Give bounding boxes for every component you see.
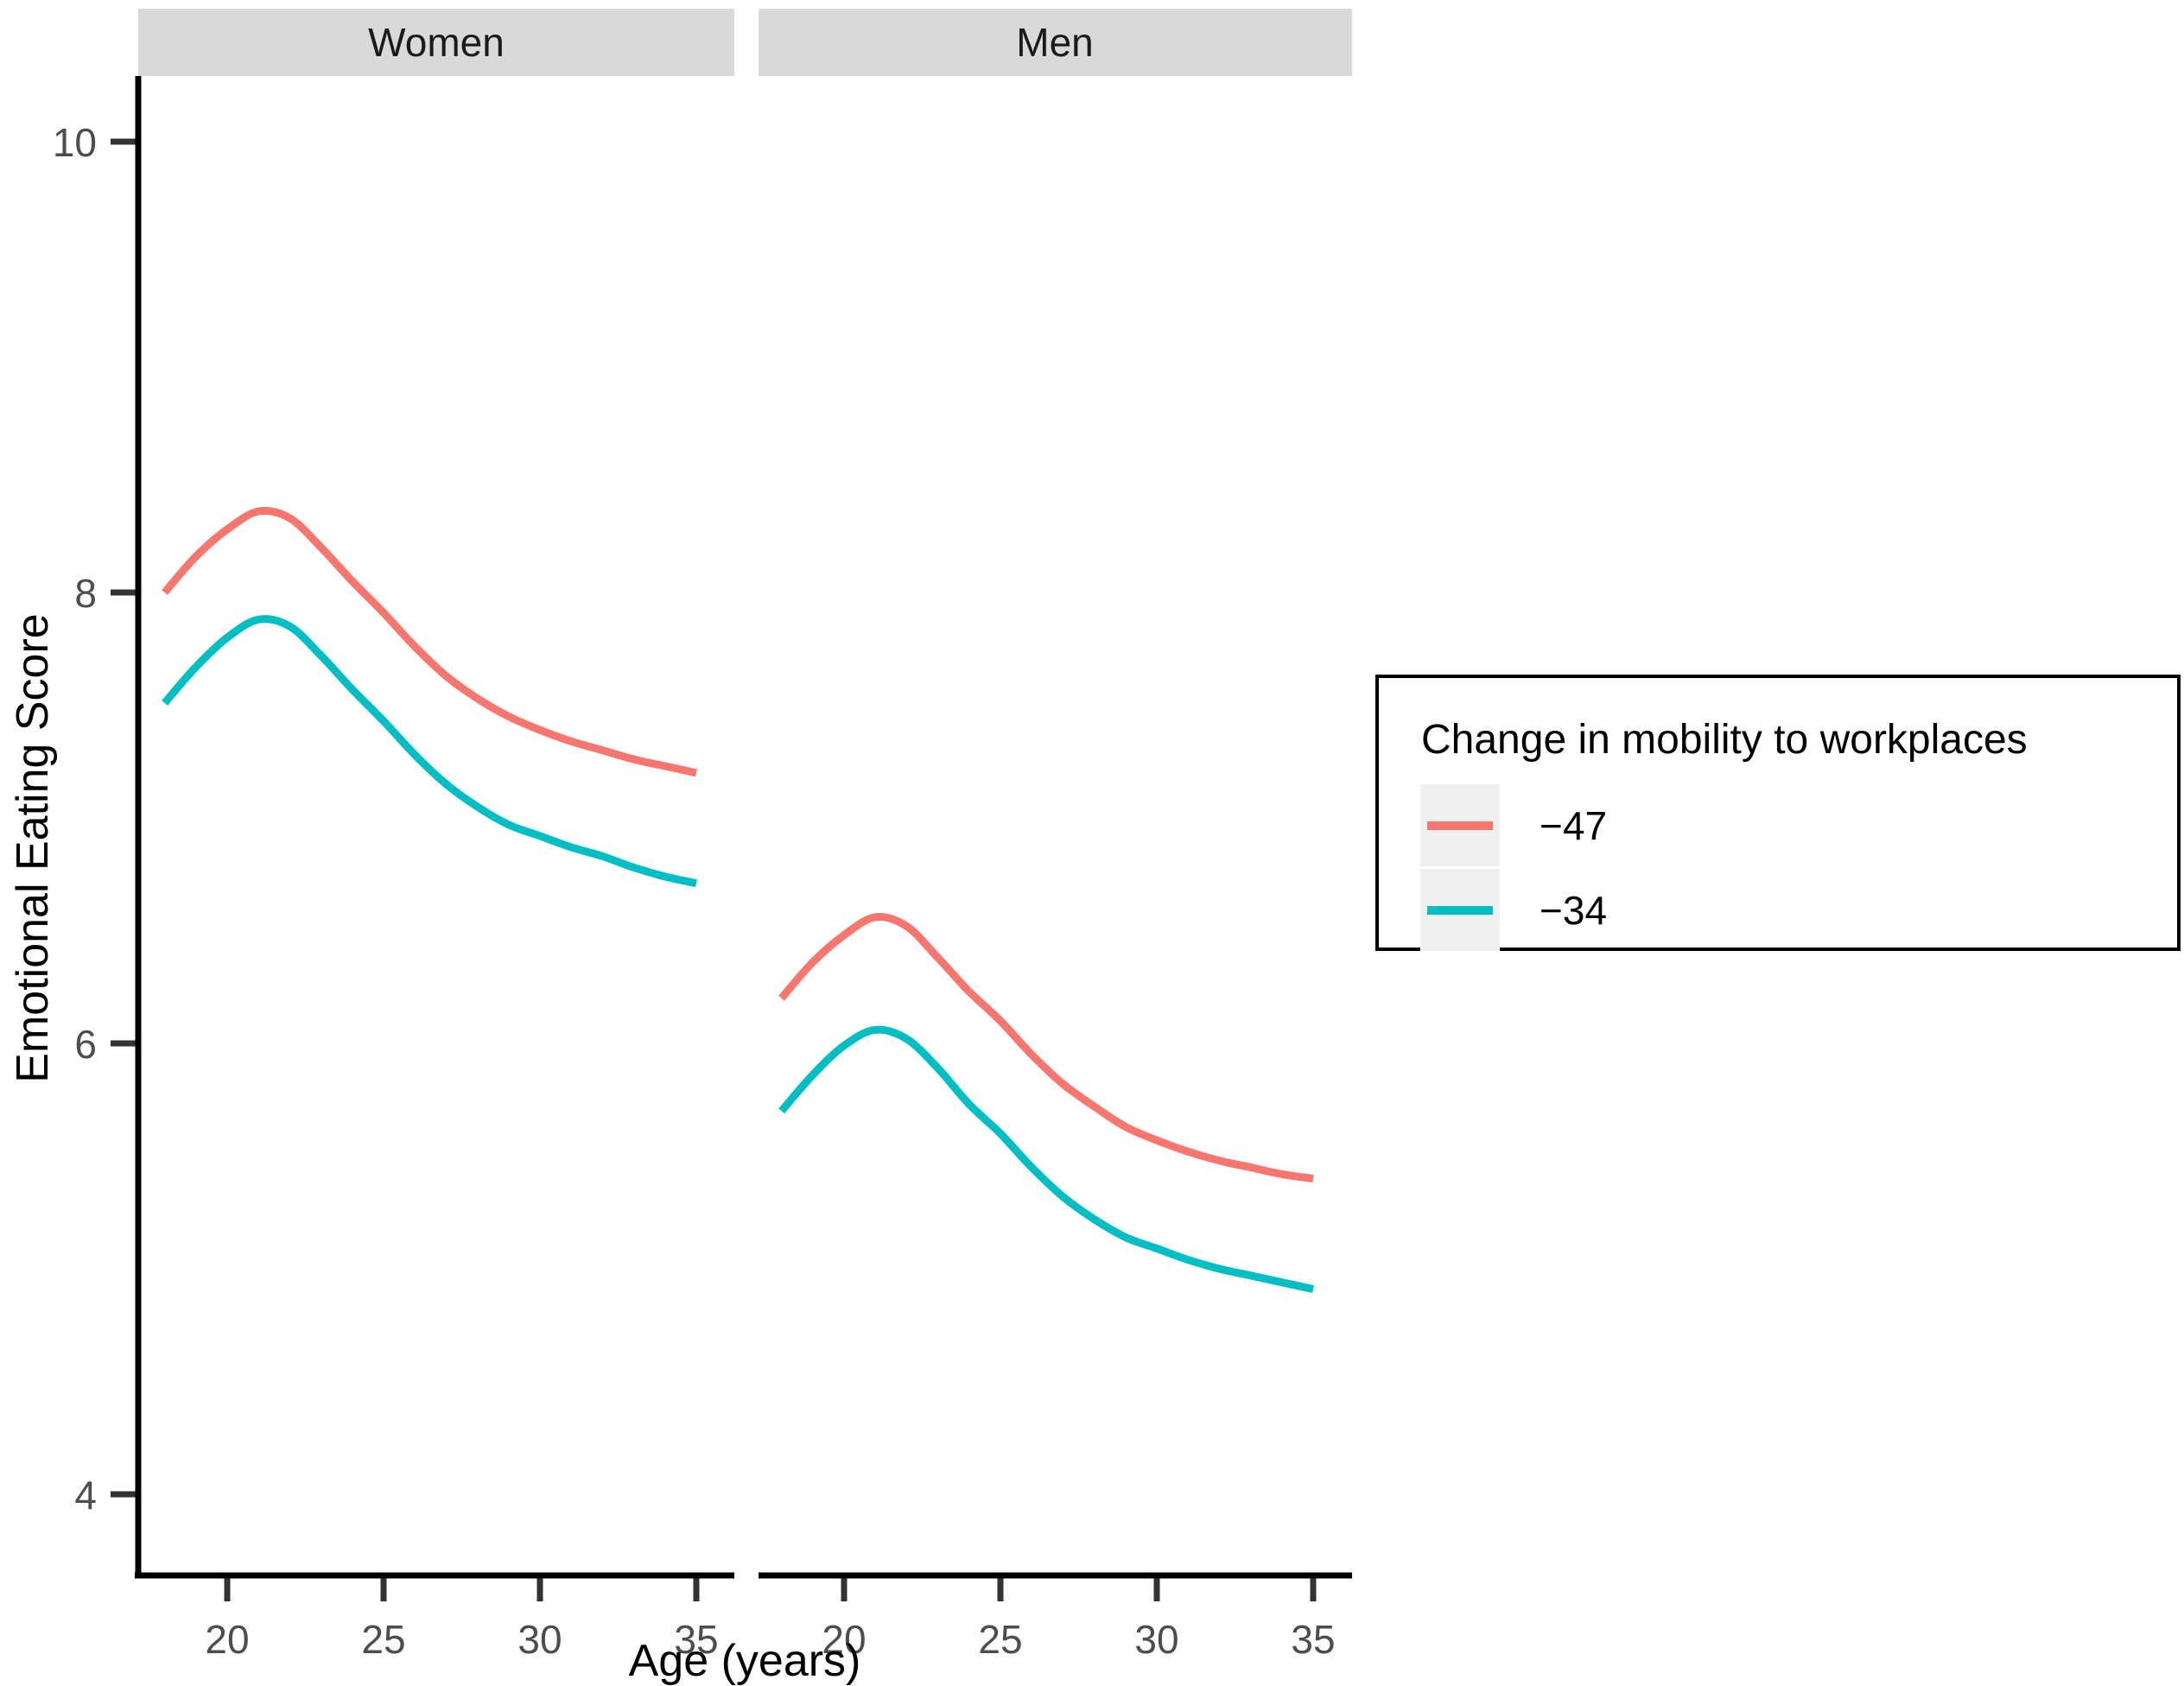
curve-women-series1 (162, 615, 697, 888)
x-axis: 20 25 30 35 20 25 30 35 (205, 1575, 1336, 1662)
x-axis-tick-label: 30 (517, 1617, 562, 1662)
y-axis-tick-label: 10 (53, 120, 97, 165)
y-axis-title: Emotional Eating Score (8, 613, 58, 1082)
x-axis-tick-label: 30 (1134, 1617, 1178, 1662)
x-axis-tick-label: 35 (1291, 1617, 1335, 1662)
y-axis: 4 6 8 10 (53, 120, 138, 1518)
y-axis-tick-label: 6 (74, 1022, 97, 1067)
x-axis-tick-label: 25 (978, 1617, 1022, 1662)
curve-men-series1 (778, 1025, 1314, 1293)
curves-layer (162, 506, 1314, 1293)
x-axis-tick-label: 20 (822, 1617, 866, 1662)
x-axis-title: Age (years) (629, 1636, 861, 1686)
y-axis-tick-label: 8 (74, 571, 97, 616)
x-axis-tick-label: 35 (674, 1617, 718, 1662)
legend-label-neg47: −47 (1540, 803, 1607, 848)
facet-strip-men-label: Men (1016, 20, 1093, 65)
x-axis-tick-label: 25 (361, 1617, 405, 1662)
legend-label-neg34: −34 (1540, 888, 1607, 933)
facet-strip-women-label: Women (368, 20, 505, 65)
curve-men-series0 (778, 912, 1314, 1183)
facet-strip-women (138, 9, 734, 76)
legend: Change in mobility to workplaces −47 −34 (1375, 675, 2181, 951)
legend-border (1375, 675, 2181, 951)
x-axis-tick-label: 20 (205, 1617, 249, 1662)
y-axis-tick-label: 4 (74, 1473, 97, 1518)
curve-women-series0 (162, 506, 697, 777)
facet-strip-men (759, 9, 1352, 76)
legend-title: Change in mobility to workplaces (1421, 717, 2028, 763)
